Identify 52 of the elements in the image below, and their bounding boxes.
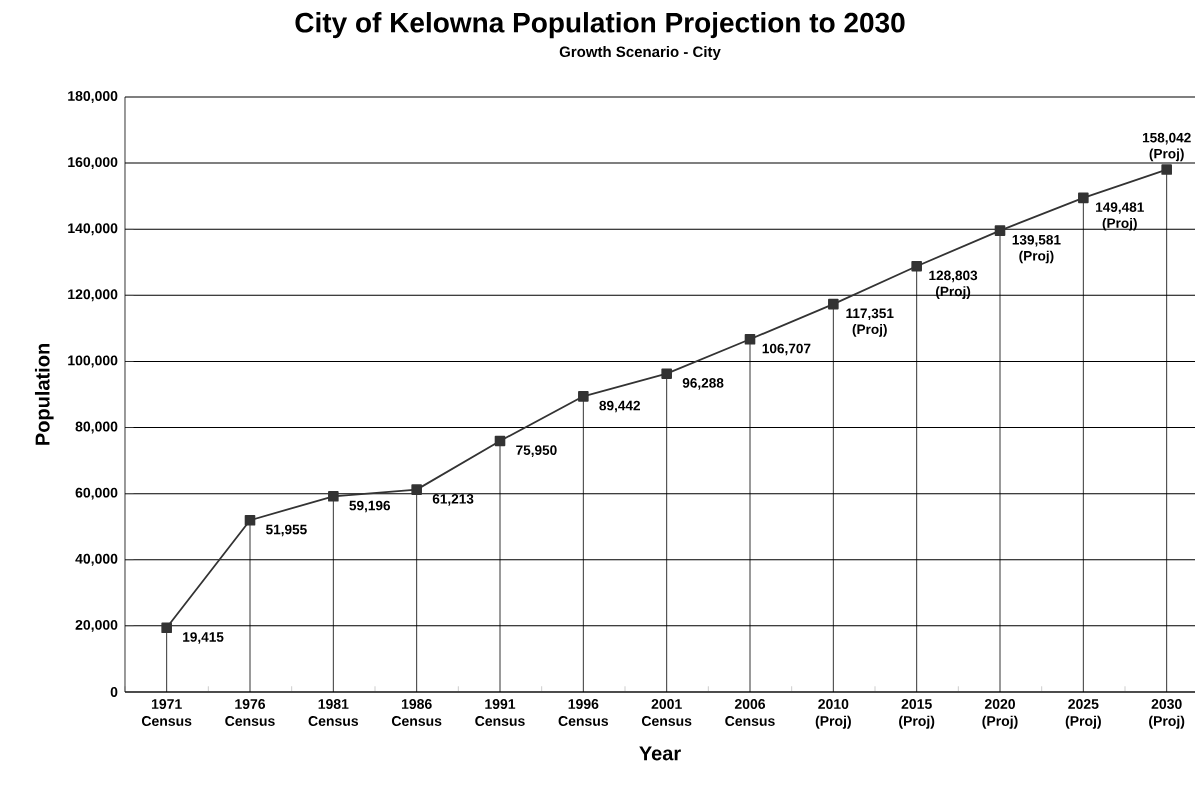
point [161, 622, 172, 634]
y-tick-label: 180,000 [68, 91, 118, 103]
x-tick-label: 2025 (Proj) [1065, 699, 1101, 729]
point [578, 391, 589, 402]
x-tick-label: 1991 Census [475, 699, 525, 726]
x-tick-label: 2010 (Proj) [815, 699, 851, 729]
y-tick-label: 20,000 [75, 619, 118, 632]
y-tick-label: 40,000 [75, 553, 118, 566]
point [828, 298, 839, 310]
x-tick-label: 1986 Census [391, 699, 442, 726]
data-label: 59,196 [349, 500, 391, 513]
data-label: 117,351 (Proj) [846, 308, 894, 337]
y-tick-label: 140,000 [68, 223, 118, 236]
data-label: 149,481 (Proj) [1096, 202, 1144, 231]
point [328, 491, 339, 502]
y-tick-label: 80,000 [75, 421, 118, 434]
data-label: 19,415 [183, 632, 224, 644]
data-label: 75,950 [516, 445, 557, 457]
x-tick-label: 2006 Census [725, 699, 775, 726]
point [1161, 164, 1172, 175]
x-tick-label: 2030 (Proj) [1149, 699, 1185, 729]
point [661, 368, 672, 379]
data-label: 106,707 [762, 343, 811, 356]
y-tick-label: 160,000 [68, 157, 118, 170]
y-tick-label: 0 [110, 687, 118, 697]
point [1078, 192, 1089, 204]
data-label: 96,288 [682, 378, 724, 390]
data-label: 139,581 (Proj) [1012, 234, 1061, 264]
point [911, 260, 922, 272]
chart-subtitle: Growth Scenario - City [559, 46, 721, 61]
x-tick-label: 2020 (Proj) [982, 699, 1018, 729]
x-axis-title: Year [639, 746, 681, 761]
data-label: 61,213 [432, 494, 474, 506]
point [244, 514, 256, 526]
data-label: 158,042 (Proj) [1142, 132, 1191, 162]
y-axis-title: Population [34, 344, 54, 445]
y-tick-label: 120,000 [68, 289, 118, 302]
y-tick-label: 60,000 [75, 487, 118, 500]
x-tick-label: 2015 (Proj) [899, 699, 935, 729]
x-tick-label: 1981 Census [308, 699, 359, 726]
x-tick-label: 1971 Census [141, 699, 192, 726]
data-label: 51,955 [266, 524, 307, 537]
x-tick-label: 2001 Census [641, 699, 692, 726]
point [411, 484, 422, 495]
point [744, 333, 756, 345]
x-tick-label: 1996 Census [558, 699, 609, 726]
chart-title: City of Kelowna Population Projection to 2030 [295, 12, 905, 39]
point [994, 225, 1006, 236]
point [494, 435, 506, 447]
x-tick-label: 1976 Census [225, 699, 275, 726]
y-tick-label: 100,000 [68, 355, 118, 368]
data-label: 89,442 [599, 400, 640, 413]
